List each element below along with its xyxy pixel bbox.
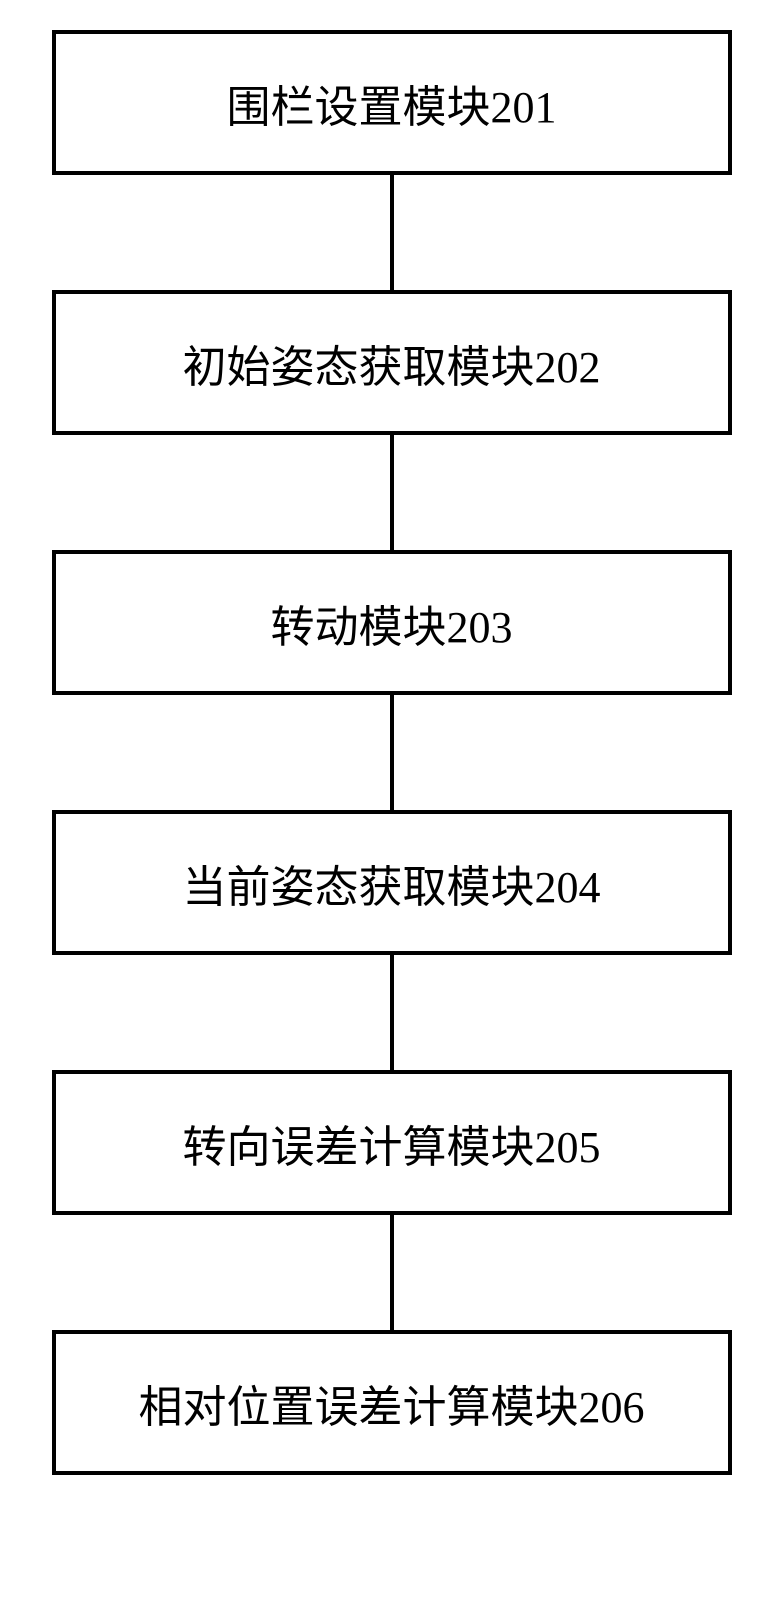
node-label: 相对位置误差计算模块206	[139, 1371, 645, 1435]
flowchart-node-6: 相对位置误差计算模块206	[52, 1330, 732, 1475]
flowchart-node-1: 围栏设置模块201	[52, 30, 732, 175]
flowchart-connector-5	[390, 1215, 394, 1330]
node-label: 转向误差计算模块205	[183, 1111, 601, 1175]
node-label: 围栏设置模块201	[227, 71, 557, 135]
flowchart-connector-3	[390, 695, 394, 810]
flowchart-node-3: 转动模块203	[52, 550, 732, 695]
flowchart-connector-4	[390, 955, 394, 1070]
flowchart-container: 围栏设置模块201 初始姿态获取模块202 转动模块203 当前姿态获取模块20…	[52, 30, 732, 1475]
flowchart-node-2: 初始姿态获取模块202	[52, 290, 732, 435]
node-label: 当前姿态获取模块204	[183, 851, 601, 915]
flowchart-connector-2	[390, 435, 394, 550]
node-label: 转动模块203	[271, 591, 513, 655]
flowchart-node-4: 当前姿态获取模块204	[52, 810, 732, 955]
flowchart-connector-1	[390, 175, 394, 290]
flowchart-node-5: 转向误差计算模块205	[52, 1070, 732, 1215]
node-label: 初始姿态获取模块202	[183, 331, 601, 395]
